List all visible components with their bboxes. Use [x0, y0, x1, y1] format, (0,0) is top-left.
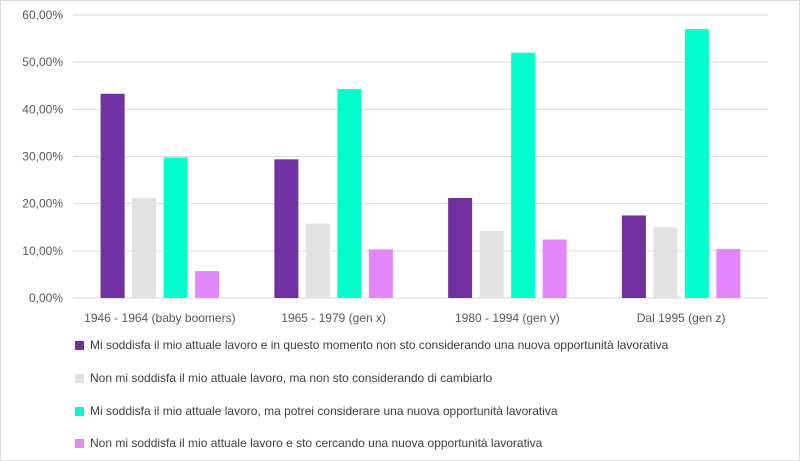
legend-item: Mi soddisfa il mio attuale lavoro e in q… — [75, 338, 668, 352]
legend-item: Non mi soddisfa il mio attuale lavoro e … — [75, 436, 542, 450]
bar-2 — [653, 227, 678, 298]
bar-4 — [195, 271, 220, 298]
legend-swatch — [75, 340, 84, 350]
y-tick-label: 0,00% — [29, 291, 63, 305]
x-tick-label: 1980 - 1994 (gen y) — [455, 311, 560, 325]
x-tick-label: Dal 1995 (gen z) — [637, 311, 726, 325]
bar-1 — [100, 93, 125, 298]
bar-2 — [305, 223, 330, 298]
y-tick-label: 50,00% — [22, 55, 63, 69]
x-tick-label: 1965 - 1979 (gen x) — [281, 311, 386, 325]
x-tick-label: 1946 - 1964 (baby boomers) — [84, 311, 235, 325]
y-tick-label: 60,00% — [22, 8, 63, 22]
y-tick-label: 10,00% — [22, 244, 63, 258]
y-tick-label: 40,00% — [22, 102, 63, 116]
legend-swatch — [75, 406, 84, 416]
legend-item: Non mi soddisfa il mio attuale lavoro, m… — [75, 371, 492, 385]
bar-3 — [337, 89, 362, 298]
legend-label: Non mi soddisfa il mio attuale lavoro, m… — [90, 371, 493, 385]
y-tick-label: 20,00% — [22, 197, 63, 211]
bar-3 — [511, 52, 536, 298]
bar-2 — [132, 198, 157, 298]
bar-4 — [716, 248, 741, 298]
bar-1 — [621, 215, 646, 298]
bar-2 — [479, 231, 504, 298]
bar-1 — [274, 159, 299, 298]
legend-label: Mi soddisfa il mio attuale lavoro e in q… — [90, 338, 669, 352]
legend-item: Mi soddisfa il mio attuale lavoro, ma po… — [75, 404, 558, 418]
bar-1 — [448, 198, 473, 298]
legend-label: Mi soddisfa il mio attuale lavoro, ma po… — [90, 404, 558, 418]
bar-4 — [368, 249, 393, 298]
y-tick-label: 30,00% — [22, 150, 63, 164]
legend-label: Non mi soddisfa il mio attuale lavoro e … — [90, 436, 543, 450]
bar-3 — [684, 29, 709, 299]
bar-4 — [542, 239, 567, 298]
legend-swatch — [75, 438, 84, 448]
legend-swatch — [75, 373, 84, 383]
bar-3 — [163, 157, 188, 298]
